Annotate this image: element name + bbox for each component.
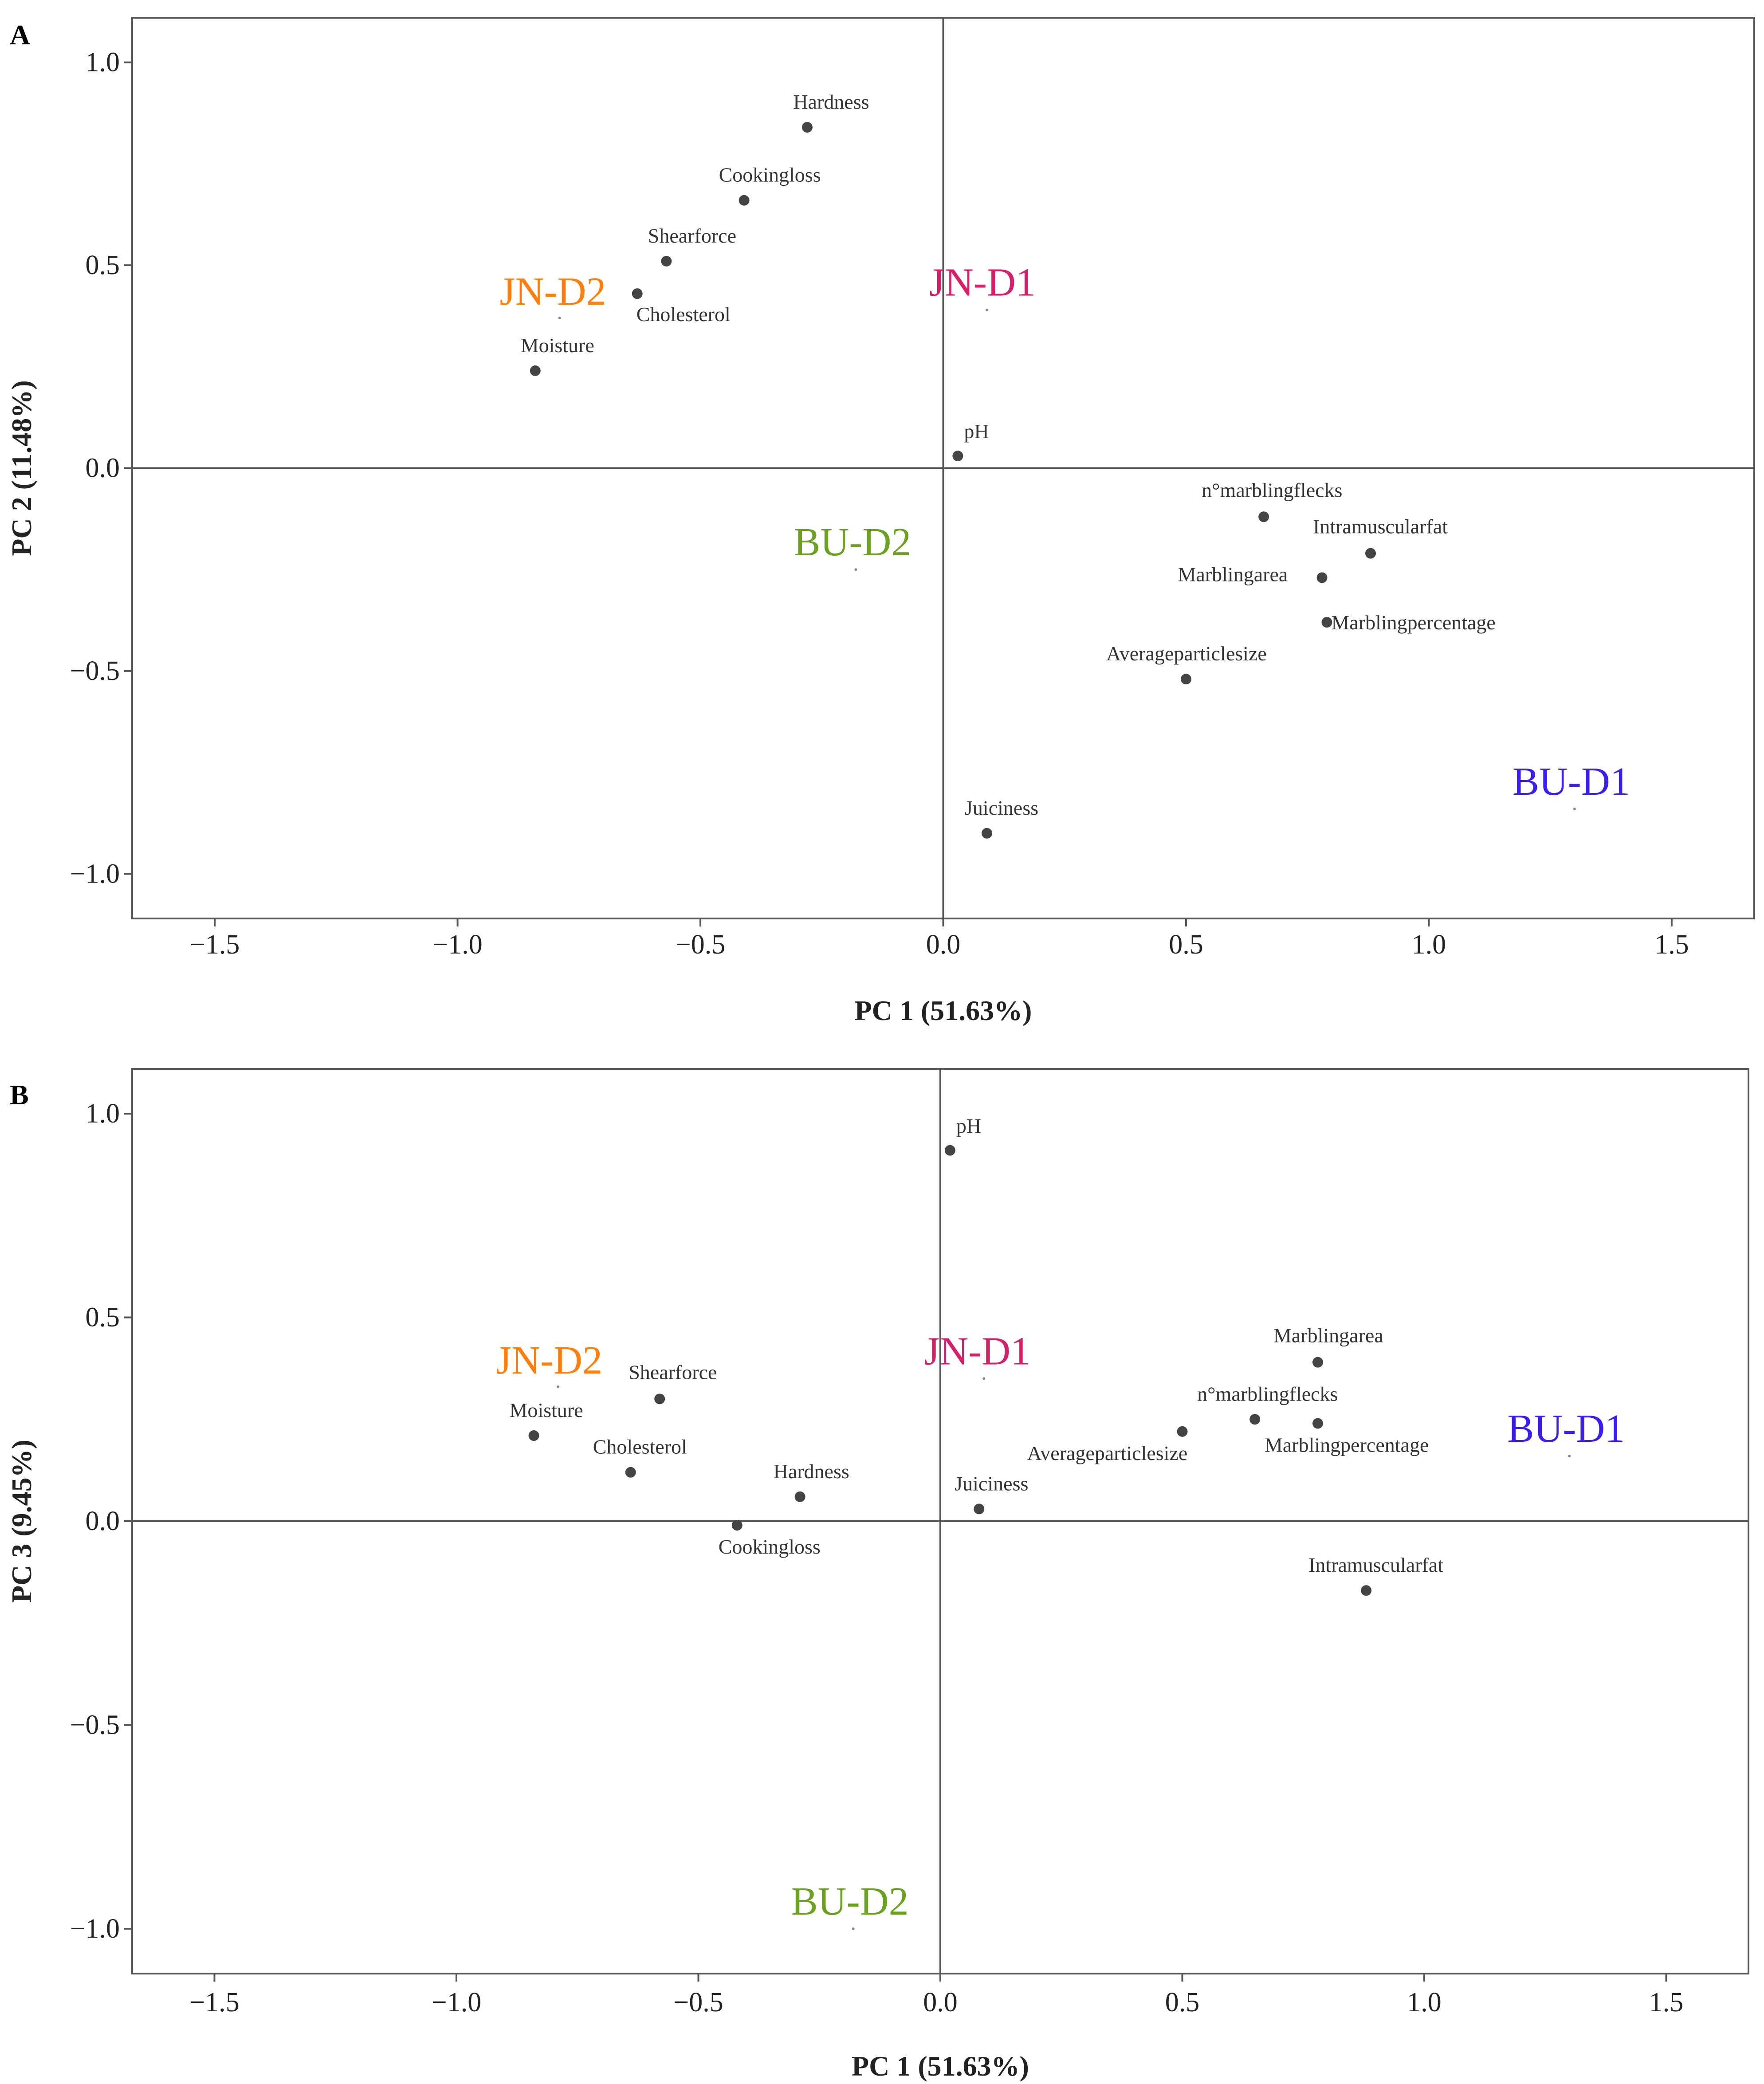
y-tick-label: −1.0 <box>70 1914 120 1944</box>
group-label: JN-D2 <box>500 270 606 314</box>
y-tick-label: 1.0 <box>86 47 120 78</box>
y-tick-label: 0.0 <box>86 453 120 483</box>
y-tick-label: −0.5 <box>70 1710 120 1740</box>
x-tick-label: 0.0 <box>926 930 961 960</box>
loading-label: Marblingarea <box>1273 1324 1383 1347</box>
panel-letter: A <box>10 19 30 51</box>
group-label: BU-D1 <box>1513 760 1630 804</box>
loading-point <box>530 365 541 376</box>
y-tick-label: 0.5 <box>86 250 120 280</box>
loading-point <box>1177 1426 1188 1437</box>
group-point <box>557 1385 560 1388</box>
y-tick-label: −0.5 <box>70 656 120 686</box>
y-tick-label: 0.5 <box>86 1303 120 1333</box>
x-tick-label: 1.5 <box>1649 1987 1684 2017</box>
loading-label: Shearforce <box>629 1361 717 1383</box>
x-tick-label: −1.5 <box>190 930 240 960</box>
group-label: JN-D2 <box>496 1338 602 1382</box>
x-tick-label: 1.5 <box>1654 930 1689 960</box>
x-tick-label: 0.5 <box>1165 1987 1200 2017</box>
x-axis-title: PC 1 (51.63%) <box>855 995 1032 1026</box>
x-tick-label: 0.0 <box>923 1987 958 2017</box>
y-tick-label: 1.0 <box>86 1099 120 1129</box>
loading-point <box>731 1520 743 1531</box>
loading-label: Cookingloss <box>719 1535 821 1558</box>
loading-label: n°marblingflecks <box>1197 1382 1338 1405</box>
loading-label: n°marblingflecks <box>1202 479 1342 501</box>
loading-point <box>974 1503 985 1515</box>
loading-point <box>1361 1585 1372 1596</box>
loading-point <box>794 1491 805 1502</box>
x-tick-label: 0.5 <box>1169 930 1203 960</box>
loading-label: Intramuscularfat <box>1313 515 1448 538</box>
loading-label: Intramuscularfat <box>1308 1554 1443 1576</box>
loading-point <box>1249 1414 1261 1425</box>
loading-point <box>1316 572 1328 583</box>
y-tick-label: 0.0 <box>86 1506 120 1536</box>
loading-label: Hardness <box>793 90 869 113</box>
group-label: BU-D1 <box>1507 1407 1625 1451</box>
loading-point <box>1312 1418 1323 1429</box>
loading-point <box>632 288 643 299</box>
x-tick-label: −1.5 <box>189 1987 239 2017</box>
x-axis-title: PC 1 (51.63%) <box>852 2050 1029 2082</box>
loading-label: Juiciness <box>965 797 1038 819</box>
x-tick-label: 1.0 <box>1407 1987 1442 2017</box>
loading-label: pH <box>956 1115 981 1137</box>
loading-label: Cholesterol <box>636 303 731 326</box>
group-point <box>1573 807 1576 810</box>
loading-label: Hardness <box>774 1460 849 1483</box>
group-point <box>986 308 989 311</box>
group-point <box>558 317 561 319</box>
y-axis-title: PC 3 (9.45%) <box>6 1440 37 1603</box>
group-label: BU-D2 <box>791 1880 909 1923</box>
group-label: BU-D2 <box>794 520 911 564</box>
x-tick-label: −1.0 <box>432 1987 481 2017</box>
loading-point <box>952 451 963 462</box>
loading-label: Moisture <box>510 1399 583 1421</box>
panel-letter: B <box>10 1079 29 1111</box>
loading-point <box>1180 674 1191 685</box>
loading-label: Shearforce <box>648 224 736 247</box>
loading-point <box>654 1393 665 1405</box>
x-tick-label: −0.5 <box>676 930 725 960</box>
y-axis-title: PC 2 (11.48%) <box>6 380 37 556</box>
loading-point <box>1258 511 1269 522</box>
group-label: JN-D1 <box>924 1329 1030 1373</box>
loading-label: Averageparticlesize <box>1106 642 1267 665</box>
loading-label: Cookingloss <box>719 164 821 186</box>
loading-label: Cholesterol <box>593 1436 687 1458</box>
loading-label: Marblingpercentage <box>1265 1433 1429 1456</box>
loading-point <box>801 122 813 133</box>
loading-point <box>625 1467 636 1478</box>
loading-point <box>1365 548 1376 559</box>
loading-label: Juiciness <box>955 1472 1028 1495</box>
loading-point <box>1321 617 1332 628</box>
x-tick-label: −1.0 <box>432 930 482 960</box>
loading-point <box>528 1430 539 1441</box>
x-tick-label: −0.5 <box>673 1987 723 2017</box>
x-tick-label: 1.0 <box>1412 930 1446 960</box>
loading-point <box>661 255 672 267</box>
loading-point <box>739 195 750 206</box>
group-point <box>854 568 857 571</box>
loading-point <box>944 1145 955 1156</box>
loading-label: Moisture <box>521 334 594 357</box>
group-point <box>1568 1454 1571 1457</box>
group-point <box>852 1927 855 1930</box>
loading-point <box>1312 1357 1323 1368</box>
loading-label: Marblingarea <box>1178 563 1288 586</box>
loading-label: Marblingpercentage <box>1331 611 1495 634</box>
group-label: JN-D1 <box>929 261 1036 305</box>
group-point <box>982 1377 986 1380</box>
y-tick-label: −1.0 <box>70 859 120 889</box>
loading-point <box>982 828 993 839</box>
loading-label: Averageparticlesize <box>1027 1442 1188 1464</box>
loading-label: pH <box>964 420 989 443</box>
